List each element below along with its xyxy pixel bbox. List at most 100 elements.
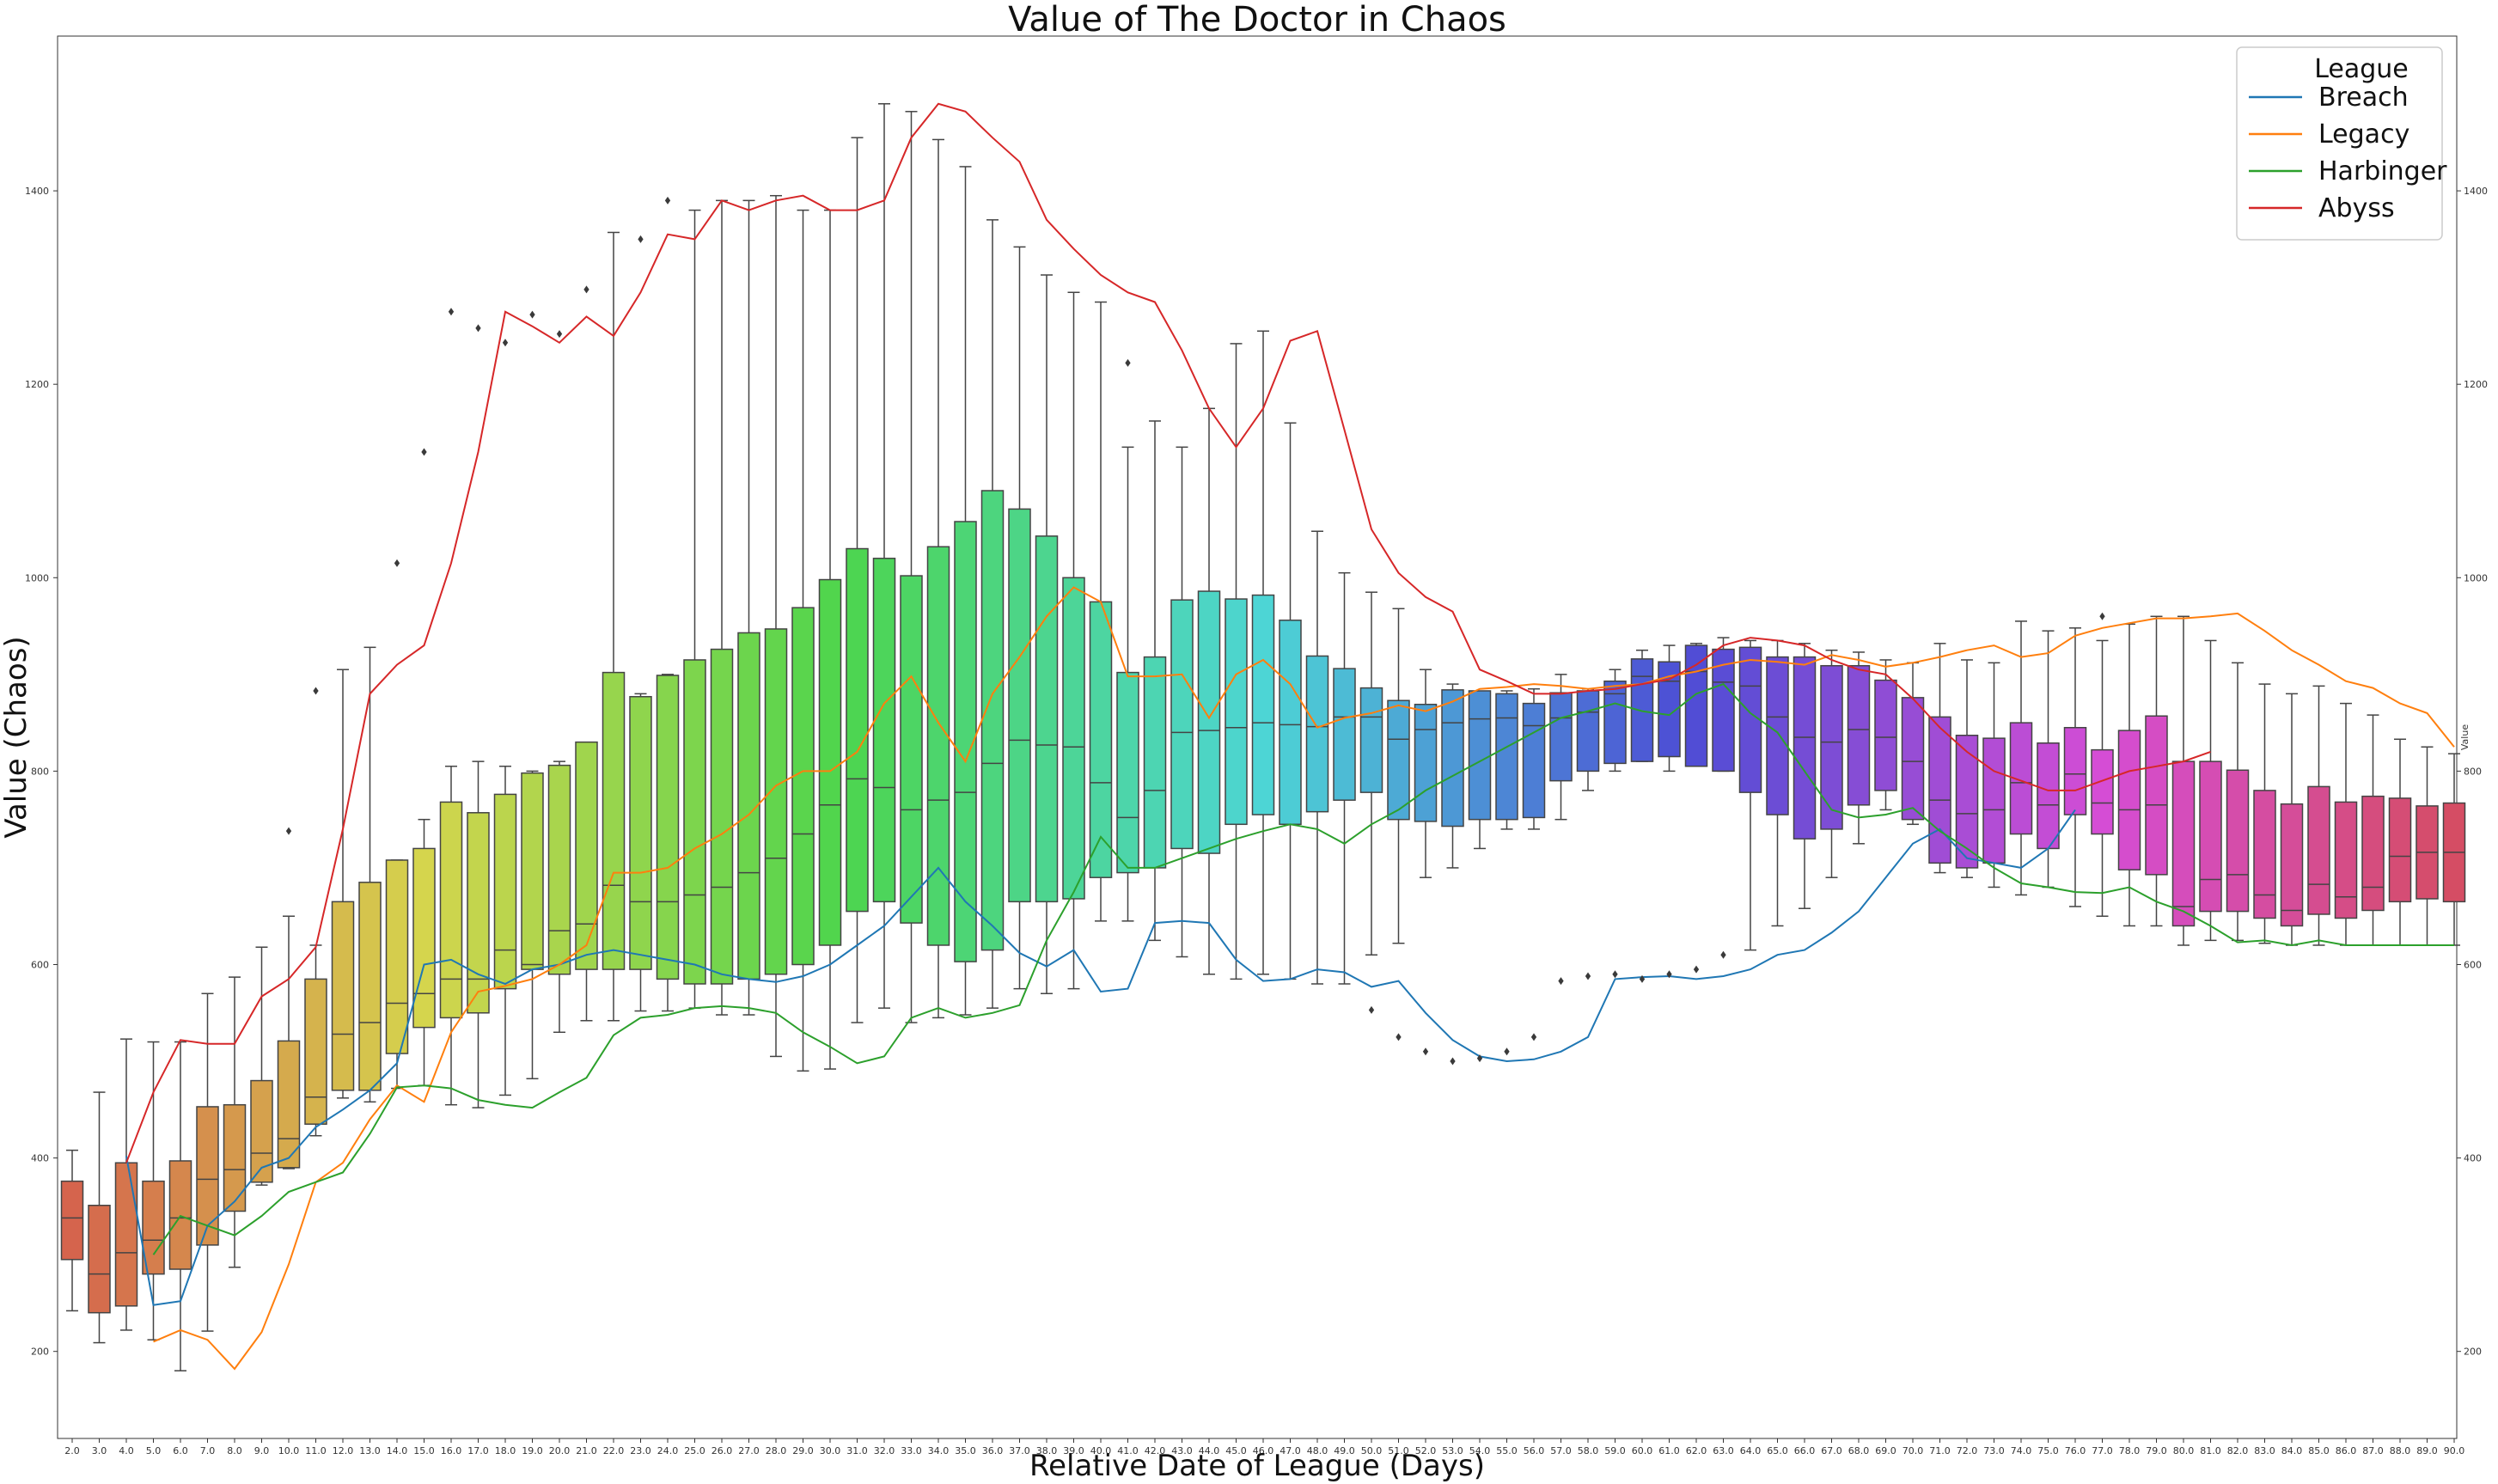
flier-point: [529, 310, 535, 319]
box-body: [1035, 535, 1059, 903]
x-tick-label: 75.0: [2037, 1445, 2059, 1457]
flier-point: [1612, 970, 1618, 979]
y-tick-label: 1400: [25, 186, 49, 197]
box-69.0: [1874, 659, 1897, 811]
box-86.0: [2334, 702, 2358, 946]
box-body: [1874, 679, 1897, 791]
box-54.0: [1468, 690, 1492, 850]
box-75.0: [2037, 630, 2060, 889]
x-tick-label: 74.0: [2011, 1445, 2032, 1457]
box-body: [60, 1180, 84, 1261]
x-tick-label: 5.0: [146, 1445, 162, 1457]
box-group: [60, 103, 2466, 1371]
x-tick-label: 25.0: [684, 1445, 705, 1457]
box-body: [142, 1180, 165, 1275]
box-77.0: [2091, 639, 2114, 917]
y-axis-ticks-right: 200 400 600 800 1000 1200 1400: [2457, 186, 2488, 1358]
x-tick-label: 54.0: [1469, 1445, 1491, 1457]
box-body: [2280, 803, 2304, 927]
box-body: [629, 695, 652, 970]
x-tick-label: 73.0: [1983, 1445, 2005, 1457]
box-16.0: [439, 766, 463, 1106]
x-tick-label: 7.0: [200, 1445, 216, 1457]
box-48.0: [1305, 530, 1329, 985]
box-body: [1008, 508, 1031, 903]
box-59.0: [1603, 669, 1627, 773]
x-tick-label: 17.0: [467, 1445, 489, 1457]
box-body: [2117, 730, 2141, 870]
box-89.0: [2416, 746, 2439, 946]
box-body: [2226, 769, 2250, 913]
box-body: [547, 764, 571, 975]
box-body: [846, 547, 869, 913]
box-body: [1279, 620, 1302, 826]
box-body: [1143, 656, 1167, 869]
x-tick-label: 66.0: [1794, 1445, 1816, 1457]
box-body: [1522, 702, 1546, 819]
box-56.0: [1522, 687, 1546, 830]
box-body: [1901, 697, 1925, 821]
box-body: [331, 901, 355, 1091]
x-tick-label: 24.0: [657, 1445, 679, 1457]
x-tick-label: 89.0: [2416, 1445, 2438, 1457]
box-body: [196, 1106, 219, 1246]
box-body: [1576, 690, 1600, 773]
box-25.0: [683, 209, 706, 1009]
box-15.0: [412, 818, 436, 1086]
x-tick-label: 69.0: [1875, 1445, 1896, 1457]
flier-point: [1530, 1033, 1537, 1041]
box-76.0: [2063, 627, 2087, 907]
x-tick-label: 23.0: [630, 1445, 651, 1457]
box-4.0: [114, 1038, 138, 1331]
legend-label-breach: Breach: [2318, 82, 2409, 113]
box-body: [683, 659, 706, 985]
flier-point: [664, 196, 671, 205]
flier-point: [1422, 1047, 1429, 1056]
box-7.0: [196, 992, 219, 1332]
box-body: [602, 671, 626, 970]
legend-title: League: [2314, 54, 2409, 84]
box-body: [304, 978, 327, 1125]
box-41.0: [1116, 446, 1139, 922]
legend-label-abyss: Abyss: [2318, 193, 2395, 223]
y-tick-label-right: 200: [2464, 1347, 2482, 1358]
box-40.0: [1089, 301, 1113, 922]
box-body: [1982, 737, 2006, 864]
x-tick-label: 45.0: [1225, 1445, 1247, 1457]
box-31.0: [846, 137, 869, 1023]
legend-entries: Breach Legacy Harbinger Abyss: [2249, 82, 2447, 223]
box-body: [1441, 689, 1464, 827]
box-body: [223, 1103, 247, 1212]
x-tick-label: 84.0: [2281, 1445, 2303, 1457]
box-39.0: [1062, 291, 1085, 990]
box-64.0: [1738, 639, 1762, 951]
flier-point: [313, 687, 319, 695]
x-tick-label: 9.0: [254, 1445, 270, 1457]
box-body: [926, 546, 950, 946]
box-body: [1495, 693, 1518, 821]
flier-point: [1396, 1033, 1402, 1041]
x-tick-label: 10.0: [278, 1445, 300, 1457]
x-tick-label: 86.0: [2336, 1445, 2357, 1457]
box-65.0: [1766, 639, 1789, 927]
plot-frame: [57, 35, 2458, 1439]
x-tick-label: 60.0: [1632, 1445, 1653, 1457]
flier-point: [502, 339, 509, 347]
box-82.0: [2226, 662, 2250, 942]
x-tick-label: 78.0: [2119, 1445, 2141, 1457]
box-body: [493, 793, 517, 990]
x-tick-label: 36.0: [982, 1445, 1004, 1457]
box-body: [1333, 668, 1356, 801]
x-tick-label: 21.0: [576, 1445, 597, 1457]
x-tick-label: 88.0: [2390, 1445, 2411, 1457]
flier-point: [1666, 970, 1672, 979]
x-tick-label: 47.0: [1280, 1445, 1301, 1457]
box-body: [358, 882, 382, 1091]
legend-frame: [2236, 46, 2443, 241]
y-tick-label: 1200: [25, 379, 49, 390]
chart-title: Value of The Doctor in Chaos: [1008, 0, 1506, 40]
legend: League Breach Legacy Harbinger Abyss: [2236, 46, 2447, 241]
x-tick-label: 12.0: [333, 1445, 354, 1457]
box-24.0: [656, 674, 680, 1012]
flier-point: [1125, 358, 1131, 367]
